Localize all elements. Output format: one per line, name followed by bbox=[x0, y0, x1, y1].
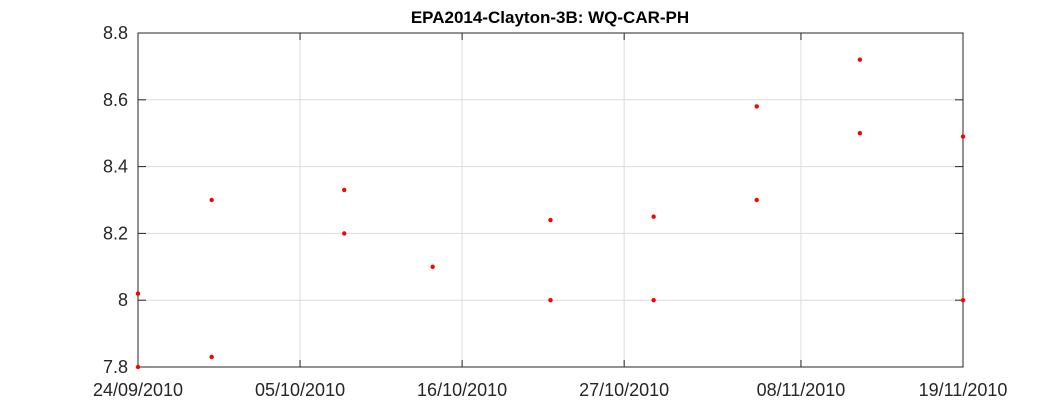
data-point bbox=[342, 231, 347, 236]
y-tick-label: 8.8 bbox=[103, 23, 128, 43]
x-tick-label: 27/10/2010 bbox=[579, 380, 669, 400]
data-point bbox=[548, 298, 553, 303]
data-point bbox=[857, 57, 863, 62]
data-points bbox=[135, 57, 966, 370]
y-tick-label: 8.2 bbox=[103, 223, 128, 243]
y-tick-label: 8 bbox=[118, 290, 128, 310]
data-point bbox=[960, 298, 966, 303]
grid bbox=[137, 32, 964, 368]
y-tick-label: 8.4 bbox=[103, 157, 128, 177]
data-point bbox=[960, 134, 966, 139]
data-point bbox=[209, 354, 214, 360]
data-point bbox=[754, 197, 759, 203]
data-point bbox=[857, 131, 863, 136]
chart-title: EPA2014-Clayton-3B: WQ-CAR-PH bbox=[411, 8, 689, 27]
data-point bbox=[430, 264, 435, 269]
x-tick-label: 16/10/2010 bbox=[417, 380, 507, 400]
axis-tick-labels: 24/09/2010 05/10/2010 16/10/2010 27/10/2010… bbox=[93, 23, 1007, 400]
y-tick-label: 7.8 bbox=[103, 357, 128, 377]
plot-area-frame bbox=[137, 32, 964, 368]
data-point bbox=[754, 104, 759, 109]
axis-ticks bbox=[137, 32, 964, 368]
x-tick-label: 08/11/2010 bbox=[757, 380, 846, 400]
x-tick-label: 24/09/2010 bbox=[93, 380, 183, 400]
data-point bbox=[342, 187, 347, 193]
y-tick-label: 8.6 bbox=[103, 90, 128, 110]
x-tick-label: 19/11/2010 bbox=[919, 380, 1008, 400]
x-tick-label: 05/10/2010 bbox=[255, 380, 345, 400]
data-point bbox=[135, 291, 141, 296]
data-point bbox=[651, 298, 656, 303]
data-point bbox=[135, 364, 141, 370]
data-point bbox=[548, 217, 553, 223]
data-point bbox=[651, 214, 656, 219]
data-point bbox=[209, 197, 214, 203]
